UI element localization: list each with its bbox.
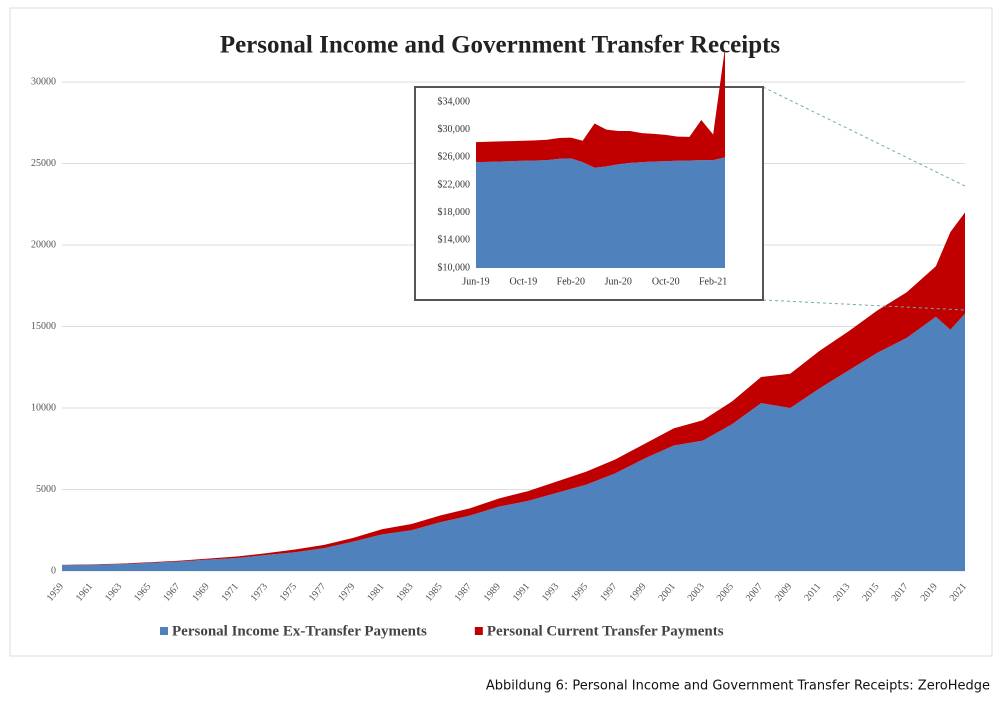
y-tick-label: 30000 [31,76,56,87]
y-tick-label: $22,000 [438,179,471,190]
area-series [62,313,965,571]
x-tick-label: Feb-20 [557,276,585,287]
y-tick-label: $34,000 [438,96,471,107]
zoom-line [762,86,966,187]
y-tick-label: 10000 [31,402,56,413]
legend-swatch [160,627,168,635]
y-tick-label: 5000 [36,484,56,495]
legend-swatch [474,627,483,635]
y-tick-label: 25000 [31,158,56,169]
x-tick-label: Jun-20 [605,276,632,287]
y-tick-label: $18,000 [438,207,471,218]
legend-label: Personal Income Ex-Transfer Payments [172,623,427,639]
inset-chart: $10,000 $14,000 $18,000 $22,000 $26,000 $30,0… [438,48,727,287]
chart-title: Personal Income and Government Transfer … [220,32,781,59]
y-tick-label: 15000 [31,321,56,332]
y-tick-label: $30,000 [438,124,471,135]
x-tick-label: Oct-19 [510,276,538,287]
area-series [476,157,725,268]
y-tick-label: $14,000 [438,235,471,246]
area-series [62,212,965,566]
y-tick-label: 0 [51,565,56,576]
caption: Abbildung 6: Personal Income and Governm… [486,679,990,694]
y-tick-label: $26,000 [438,152,471,163]
y-tick-label: $10,000 [438,262,471,273]
legend-label: Personal Current Transfer Payments [487,623,724,639]
x-tick-label: Jun-19 [462,276,489,287]
area-series [476,48,725,168]
zoom-line [762,299,966,311]
y-tick-label: 20000 [31,239,56,250]
x-tick-label: Oct-20 [652,276,680,287]
x-tick-label: Feb-21 [699,276,727,287]
